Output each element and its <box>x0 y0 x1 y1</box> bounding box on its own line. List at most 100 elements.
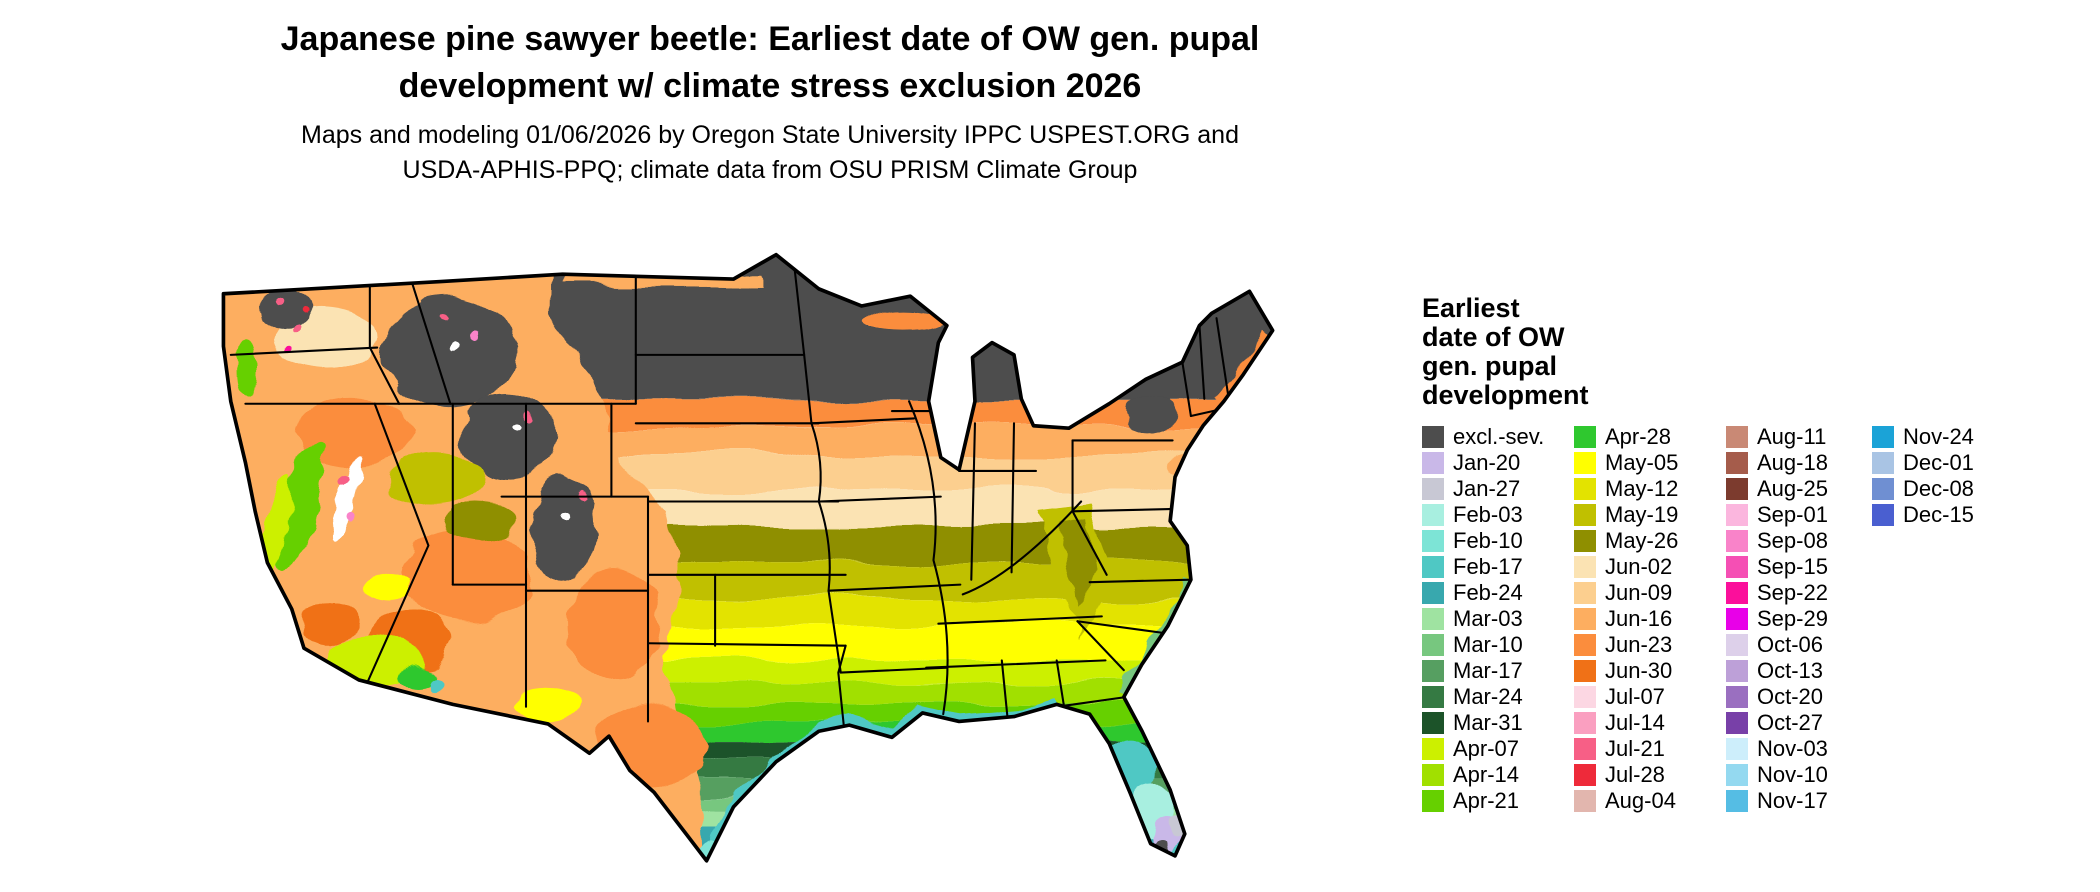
legend-swatch <box>1574 686 1596 708</box>
legend-label: Jun-30 <box>1605 658 1673 683</box>
mountain-speckles <box>275 299 584 524</box>
yellowstone-highlands <box>460 393 558 478</box>
legend-swatch <box>1422 764 1444 786</box>
legend-swatch <box>1574 660 1596 682</box>
legend-label: Oct-06 <box>1757 632 1824 657</box>
legend-label: Dec-15 <box>1903 502 1974 527</box>
legend-swatch <box>1422 608 1444 630</box>
legend-item: Oct-06 <box>1726 632 1872 658</box>
legend-label: Feb-17 <box>1453 554 1523 579</box>
legend-column-1: excl.-sev. Jan-20 Jan-27 Feb-03 Feb-10 Feb-17… <box>1422 424 1574 814</box>
legend-label: Sep-22 <box>1757 580 1828 605</box>
legend-label: Nov-24 <box>1903 424 1974 449</box>
band-mar-17 <box>223 777 1273 795</box>
legend-swatch <box>1574 556 1596 578</box>
legend-swatch <box>1726 426 1748 448</box>
legend-item: Jan-20 <box>1422 450 1574 476</box>
legend-swatch <box>1872 504 1894 526</box>
legend-label: Jun-16 <box>1605 606 1673 631</box>
legend-label: Apr-07 <box>1453 736 1520 761</box>
legend-item: Mar-31 <box>1422 710 1574 736</box>
willamette-valley <box>238 337 258 402</box>
us-outline <box>221 252 1275 863</box>
legend-label: Aug-11 <box>1757 424 1827 449</box>
legend-column-2: Apr-28 May-05 May-12 May-19 May-26 Jun-02 Jun-… <box>1574 424 1726 814</box>
legend-item: Dec-08 <box>1872 476 2024 502</box>
legend-item: Feb-24 <box>1422 580 1574 606</box>
legend-swatch <box>1574 634 1596 656</box>
legend-label: Jun-23 <box>1605 632 1673 657</box>
legend-swatch <box>1726 712 1748 734</box>
legend-label: May-05 <box>1605 450 1679 475</box>
legend-item: Sep-15 <box>1726 554 1872 580</box>
legend-swatch <box>1872 426 1894 448</box>
legend-column-4: Nov-24 Dec-01 Dec-08 Dec-15 <box>1872 424 2024 814</box>
legend-swatch <box>1422 686 1444 708</box>
legend-label: May-19 <box>1605 502 1679 527</box>
legend-swatch <box>1726 660 1748 682</box>
legend-swatch <box>1726 686 1748 708</box>
legend-item: Aug-18 <box>1726 450 1872 476</box>
legend-swatch <box>1422 634 1444 656</box>
legend-swatch <box>1574 738 1596 760</box>
legend-label: Jan-20 <box>1453 450 1521 475</box>
legend-swatch <box>1726 556 1748 578</box>
legend-swatch <box>1574 426 1596 448</box>
phoenix-green <box>399 666 439 689</box>
legend-swatch <box>1574 530 1596 552</box>
legend-item: Nov-10 <box>1726 762 1872 788</box>
sierra-nevada-nodata <box>328 457 362 546</box>
legend-swatch <box>1726 530 1748 552</box>
great-basin-dark-olive <box>445 501 514 541</box>
map-title-line2: development w/ climate stress exclusion … <box>398 66 1142 105</box>
legend-item: Oct-13 <box>1726 658 1872 684</box>
legend-swatch <box>1574 712 1596 734</box>
legend-item: Mar-24 <box>1422 684 1574 710</box>
legend-swatch <box>1422 582 1444 604</box>
legend-swatch <box>1726 738 1748 760</box>
map-subtitle-line2: USDA-APHIS-PPQ; climate data from OSU PR… <box>402 155 1138 184</box>
band-apr-21 <box>223 704 1273 724</box>
legend-item: Sep-08 <box>1726 528 1872 554</box>
legend-swatch <box>1574 582 1596 604</box>
legend-item: Oct-20 <box>1726 684 1872 710</box>
legend-swatch <box>1574 504 1596 526</box>
legend-item: Jul-14 <box>1574 710 1726 736</box>
legend-item: Apr-07 <box>1422 736 1574 762</box>
legend-item: Dec-15 <box>1872 502 2024 528</box>
legend-swatch <box>1422 556 1444 578</box>
mojave <box>301 599 361 644</box>
legend-column-3: Aug-11 Aug-18 Aug-25 Sep-01 Sep-08 Sep-15 Sep-… <box>1726 424 1872 814</box>
utah-plateau <box>400 528 535 622</box>
legend-swatch <box>1726 582 1748 604</box>
band-mar-03 <box>223 811 1273 830</box>
appalachians-dark-olive <box>1060 521 1097 607</box>
legend-item: Aug-25 <box>1726 476 1872 502</box>
legend-item: Feb-03 <box>1422 502 1574 528</box>
legend-swatch <box>1422 504 1444 526</box>
state-borders-layer <box>229 265 1230 745</box>
legend-item: Jun-30 <box>1574 658 1726 684</box>
west-texas <box>595 704 706 788</box>
band-feb-24 <box>223 829 1273 847</box>
tucson-teal <box>430 677 446 693</box>
legend-item: Sep-01 <box>1726 502 1872 528</box>
legend-item: Apr-28 <box>1574 424 1726 450</box>
legend-item: Aug-11 <box>1726 424 1872 450</box>
legend-item: Jul-21 <box>1574 736 1726 762</box>
legend-title: Earliest date of OW gen. pupal developme… <box>1422 294 2042 410</box>
legend-label: Nov-10 <box>1757 762 1828 787</box>
legend-label: Jan-27 <box>1453 476 1521 501</box>
map-data-layer <box>223 254 1273 861</box>
legend-label: Apr-14 <box>1453 762 1520 787</box>
legend-label: Jun-02 <box>1605 554 1673 579</box>
legend-label: Feb-10 <box>1453 528 1523 553</box>
adirondacks-gray <box>1123 392 1178 430</box>
legend-swatch <box>1574 608 1596 630</box>
legend-swatch <box>1422 478 1444 500</box>
legend-label: Aug-18 <box>1757 450 1828 475</box>
legend-swatch <box>1726 634 1748 656</box>
legend-label: Jul-07 <box>1605 684 1665 709</box>
legend-item: Mar-17 <box>1422 658 1574 684</box>
legend-swatch <box>1726 790 1748 812</box>
